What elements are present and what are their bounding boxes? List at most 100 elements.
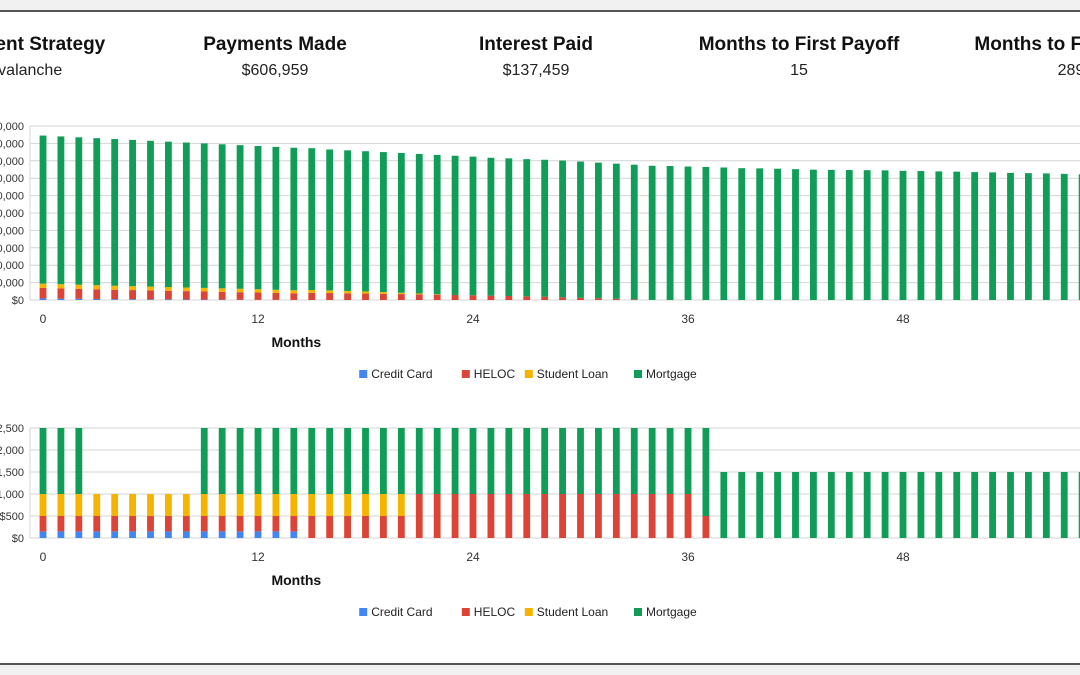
- y-tick-label: $80,000: [0, 225, 24, 237]
- legend-swatch: [461, 608, 470, 616]
- legend-item: Credit Card: [359, 605, 433, 619]
- bar-segment-heloc: [380, 516, 387, 538]
- bar-segment-mortgage: [505, 428, 513, 494]
- legend-swatch: [461, 370, 470, 378]
- bar-segment-heloc: [630, 494, 638, 538]
- bar-segment-mortgage: [953, 171, 961, 300]
- x-tick-label: 12: [251, 550, 265, 564]
- stat-label: Months to First Payoff: [698, 34, 900, 55]
- bar-segment-mortgage: [612, 163, 620, 299]
- bar-segment-heloc: [254, 292, 262, 300]
- bar-segment-mortgage: [200, 143, 208, 288]
- stat-months-full-payoff: Months to Full Payoff 289: [951, 34, 1080, 80]
- bar-segment-heloc: [290, 516, 298, 532]
- bar-segment-heloc: [236, 516, 244, 532]
- bar-segment-heloc: [487, 494, 495, 538]
- stat-value: 15: [790, 62, 808, 79]
- bar-segment-student-loan: [182, 287, 190, 292]
- y-tick-label: $20,000: [0, 278, 24, 290]
- bar-segment-mortgage: [254, 146, 262, 290]
- bar-segment-heloc: [559, 297, 566, 300]
- bar-segment-mortgage: [236, 428, 244, 494]
- bar-segment-heloc: [577, 297, 584, 300]
- bar-segment-mortgage: [218, 144, 226, 289]
- bar-segment-student-loan: [254, 494, 262, 516]
- x-tick-label: 12: [251, 312, 265, 326]
- bar-segment-mortgage: [774, 168, 781, 300]
- legend-item: HELOC: [461, 605, 515, 619]
- legend-label: Student Loan: [537, 605, 608, 619]
- bar-segment-mortgage: [953, 472, 961, 538]
- bar-segment-heloc: [165, 290, 172, 300]
- bar-segment-heloc: [541, 494, 549, 538]
- x-tick-label: 0: [40, 312, 47, 326]
- bar-segment-heloc: [129, 290, 136, 300]
- y-tick-label: $0: [12, 295, 24, 307]
- bar-segment-mortgage: [111, 139, 119, 286]
- stat-interest-paid: Interest Paid $137,459: [426, 34, 646, 80]
- legend-swatch: [524, 370, 533, 378]
- bar-segment-heloc: [684, 494, 692, 538]
- stat-payments-made: Payments Made $606,959: [165, 34, 385, 80]
- bar-segment-heloc: [344, 516, 351, 538]
- bar-segment-mortgage: [75, 428, 83, 494]
- bar-segment-heloc: [218, 516, 226, 532]
- bar-segment-mortgage: [595, 162, 602, 299]
- x-tick-label: 24: [466, 550, 480, 564]
- bar-segment-mortgage: [129, 139, 136, 287]
- bar-segment-credit-card: [57, 298, 65, 300]
- bar-segment-heloc: [182, 516, 190, 532]
- bar-segment-credit-card: [272, 531, 280, 538]
- stat-label: Interest Paid: [478, 34, 594, 55]
- bar-segment-student-loan: [129, 494, 136, 516]
- y-tick-label: $200,000: [0, 121, 24, 133]
- legend-item: HELOC: [461, 367, 515, 381]
- legend-item: Student Loan: [524, 367, 608, 381]
- bar-segment-heloc: [469, 494, 477, 538]
- bar-segment-credit-card: [39, 298, 47, 300]
- bar-segment-mortgage: [344, 150, 351, 291]
- bar-segment-mortgage: [165, 141, 172, 288]
- bar-segment-student-loan: [380, 292, 387, 294]
- bar-segment-mortgage: [1007, 472, 1014, 538]
- bar-segment-heloc: [433, 494, 441, 538]
- bar-segment-heloc: [93, 289, 101, 299]
- y-tick-label: $2,000: [0, 445, 24, 457]
- bar-segment-heloc: [93, 516, 101, 532]
- bar-segment-student-loan: [254, 289, 262, 293]
- bar-segment-mortgage: [935, 472, 943, 538]
- payment-chart: $0 $500 $1,000 $1,500 $2,000 $2,500 0 12 24 36 48 M…: [0, 423, 1080, 619]
- bar-segment-mortgage: [1025, 472, 1032, 538]
- bar-segment-mortgage: [935, 171, 943, 300]
- bar-segment-credit-card: [129, 531, 136, 538]
- bar-segment-mortgage: [971, 472, 979, 538]
- x-axis-title: Months: [271, 572, 321, 588]
- y-tick-label: $100,000: [0, 208, 24, 220]
- bar-segment-mortgage: [702, 166, 710, 300]
- bar-segment-mortgage: [218, 428, 226, 494]
- bar-segment-mortgage: [344, 428, 351, 494]
- bar-segment-mortgage: [326, 428, 334, 494]
- bar-segment-mortgage: [433, 428, 441, 494]
- bar-segment-heloc: [344, 293, 351, 300]
- bar-segment-mortgage: [827, 169, 835, 300]
- bar-segment-heloc: [702, 516, 710, 538]
- bar-segment-mortgage: [308, 428, 316, 494]
- bar-segment-student-loan: [344, 290, 351, 294]
- y-tick-label: $180,000: [0, 138, 24, 150]
- bar-segment-student-loan: [397, 494, 405, 516]
- bar-segment-mortgage: [308, 148, 316, 290]
- bar-segment-mortgage: [236, 145, 244, 289]
- bar-segment-heloc: [433, 294, 441, 300]
- bar-segment-mortgage: [1025, 173, 1032, 300]
- bar-segment-heloc: [182, 291, 190, 300]
- legend-item: Mortgage: [634, 367, 697, 381]
- bar-segment-mortgage: [756, 168, 764, 300]
- bar-segment-student-loan: [200, 287, 208, 292]
- bar-segment-heloc: [612, 494, 620, 538]
- bar-segment-mortgage: [863, 170, 871, 300]
- bar-segment-student-loan: [111, 494, 119, 516]
- bar-segment-mortgage: [487, 157, 495, 296]
- bar-segment-student-loan: [362, 291, 369, 294]
- bar-segment-mortgage: [1060, 472, 1068, 538]
